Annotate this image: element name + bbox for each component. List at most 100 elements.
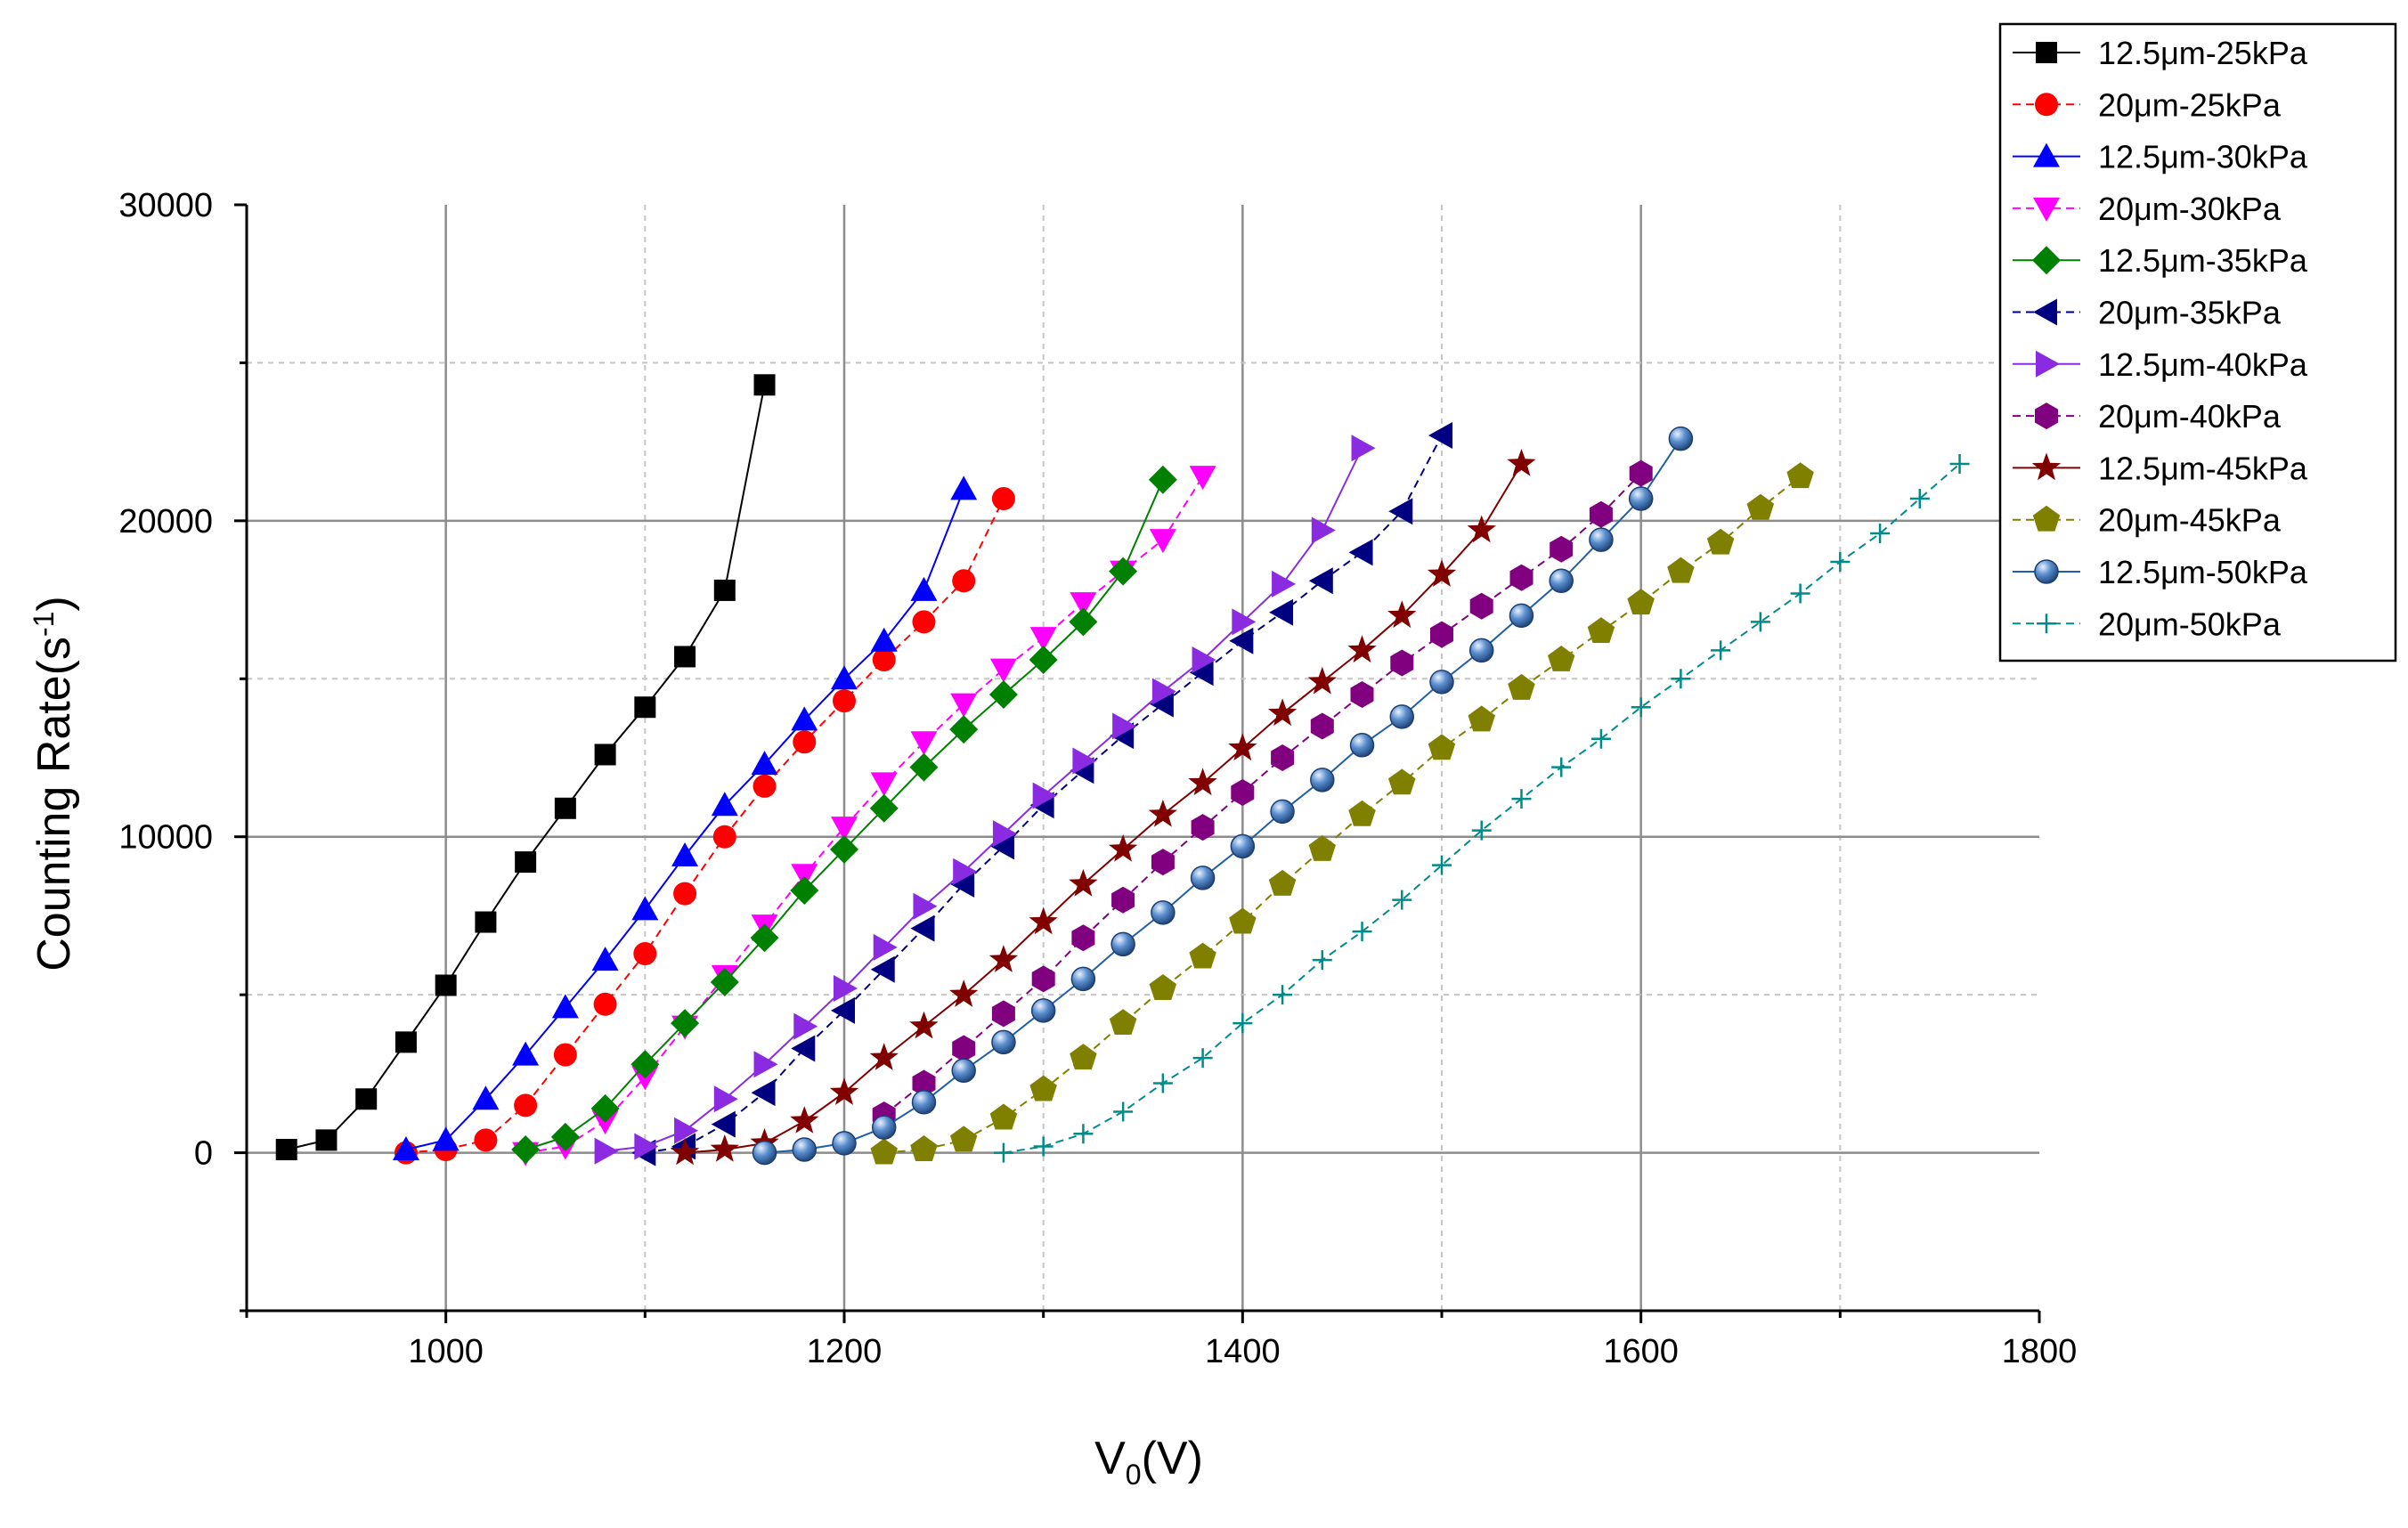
data-point — [872, 647, 896, 671]
data-point — [988, 680, 1018, 710]
legend-marker — [2035, 93, 2058, 117]
legend-label: 20μm-45kPa — [2098, 502, 2282, 539]
data-point — [1629, 459, 1653, 487]
series-line — [525, 475, 1204, 1154]
data-point — [1070, 592, 1097, 617]
data-point — [1192, 646, 1216, 673]
data-point — [1467, 515, 1496, 543]
data-point — [1192, 1048, 1213, 1069]
legend-label: 12.5μm-45kPa — [2098, 450, 2308, 486]
data-point — [910, 1135, 938, 1161]
data-point — [909, 1011, 939, 1039]
x-axis-title-suffix: (V) — [1142, 1433, 1203, 1484]
data-point — [1268, 869, 1297, 896]
data-point — [1352, 922, 1372, 942]
legend-item: 12.5μm-40kPa — [2013, 346, 2308, 383]
data-point — [1471, 820, 1492, 841]
data-point — [1509, 564, 1533, 591]
data-point — [1667, 557, 1695, 583]
x-axis-title: V0(V) — [1094, 1433, 1203, 1491]
data-point — [1790, 583, 1810, 604]
legend-label: 12.5μm-50kPa — [2098, 554, 2308, 590]
data-point — [1432, 855, 1452, 875]
data-point — [395, 1031, 417, 1053]
data-point — [551, 994, 579, 1019]
data-point — [631, 896, 659, 921]
data-point — [991, 1000, 1015, 1028]
data-point — [1112, 712, 1137, 740]
data-point — [912, 610, 936, 634]
x-tick-label: 1400 — [1205, 1333, 1281, 1370]
data-point — [1348, 539, 1373, 566]
legend-item: 20μm-35kPa — [2013, 295, 2282, 331]
data-point — [1746, 493, 1775, 520]
data-point — [1628, 486, 1654, 511]
y-tick-label: 30000 — [118, 187, 213, 224]
data-point — [1508, 673, 1535, 700]
data-point — [1029, 627, 1057, 652]
data-point — [1750, 612, 1770, 632]
data-point — [1031, 965, 1055, 993]
legend-item: 12.5μm-50kPa — [2013, 554, 2308, 590]
data-point — [950, 1126, 978, 1152]
data-point — [1148, 799, 1177, 827]
data-point — [1151, 849, 1175, 876]
data-point — [952, 569, 976, 593]
data-point — [791, 706, 818, 731]
series-line — [405, 489, 965, 1150]
data-point — [1550, 535, 1574, 563]
x-tick-label: 1800 — [2002, 1333, 2078, 1370]
data-point — [869, 1043, 899, 1070]
data-point — [315, 1129, 338, 1151]
data-point — [435, 974, 457, 996]
series-line — [405, 498, 1005, 1154]
data-point — [1631, 697, 1651, 718]
data-point — [553, 1043, 577, 1067]
data-point — [1270, 799, 1295, 825]
legend-marker — [2036, 350, 2060, 378]
data-point — [1389, 704, 1415, 729]
legend-marker — [2036, 42, 2057, 63]
data-point — [1349, 733, 1375, 758]
series-6 — [594, 435, 1376, 1165]
data-point — [1070, 1044, 1097, 1070]
data-point — [674, 1117, 699, 1144]
data-point — [1427, 559, 1457, 587]
data-point — [831, 817, 858, 841]
data-point — [793, 730, 817, 754]
data-point — [991, 487, 1015, 511]
legend-label: 12.5μm-35kPa — [2098, 242, 2308, 279]
data-point — [1069, 607, 1098, 637]
data-point — [1033, 1136, 1054, 1157]
data-point — [1188, 768, 1217, 796]
data-point — [1273, 985, 1293, 1005]
data-point — [829, 1077, 859, 1105]
data-point — [593, 992, 617, 1016]
data-point — [790, 1106, 819, 1134]
data-point — [792, 1137, 818, 1162]
data-point — [1267, 698, 1298, 727]
series-line — [883, 475, 1802, 1154]
data-point — [1151, 678, 1176, 705]
legend-label: 12.5μm-25kPa — [2098, 35, 2308, 71]
data-point — [1029, 906, 1058, 935]
data-point — [1109, 1009, 1137, 1035]
legend-marker — [2035, 402, 2058, 430]
data-point — [474, 1128, 498, 1152]
data-point — [953, 857, 978, 885]
series-7 — [872, 459, 1653, 1128]
data-point — [1149, 974, 1177, 1000]
data-point — [1706, 528, 1735, 555]
data-point — [752, 1140, 777, 1166]
y-axis-title-sup: -1 — [28, 612, 60, 637]
data-point — [834, 975, 858, 1003]
data-point — [1312, 950, 1332, 971]
data-point — [871, 1115, 897, 1140]
series-5 — [631, 422, 1452, 1166]
data-point — [634, 696, 656, 719]
data-point — [869, 793, 899, 823]
series-8 — [670, 449, 1536, 1166]
data-point — [791, 1035, 816, 1062]
series-11 — [993, 453, 1970, 1163]
